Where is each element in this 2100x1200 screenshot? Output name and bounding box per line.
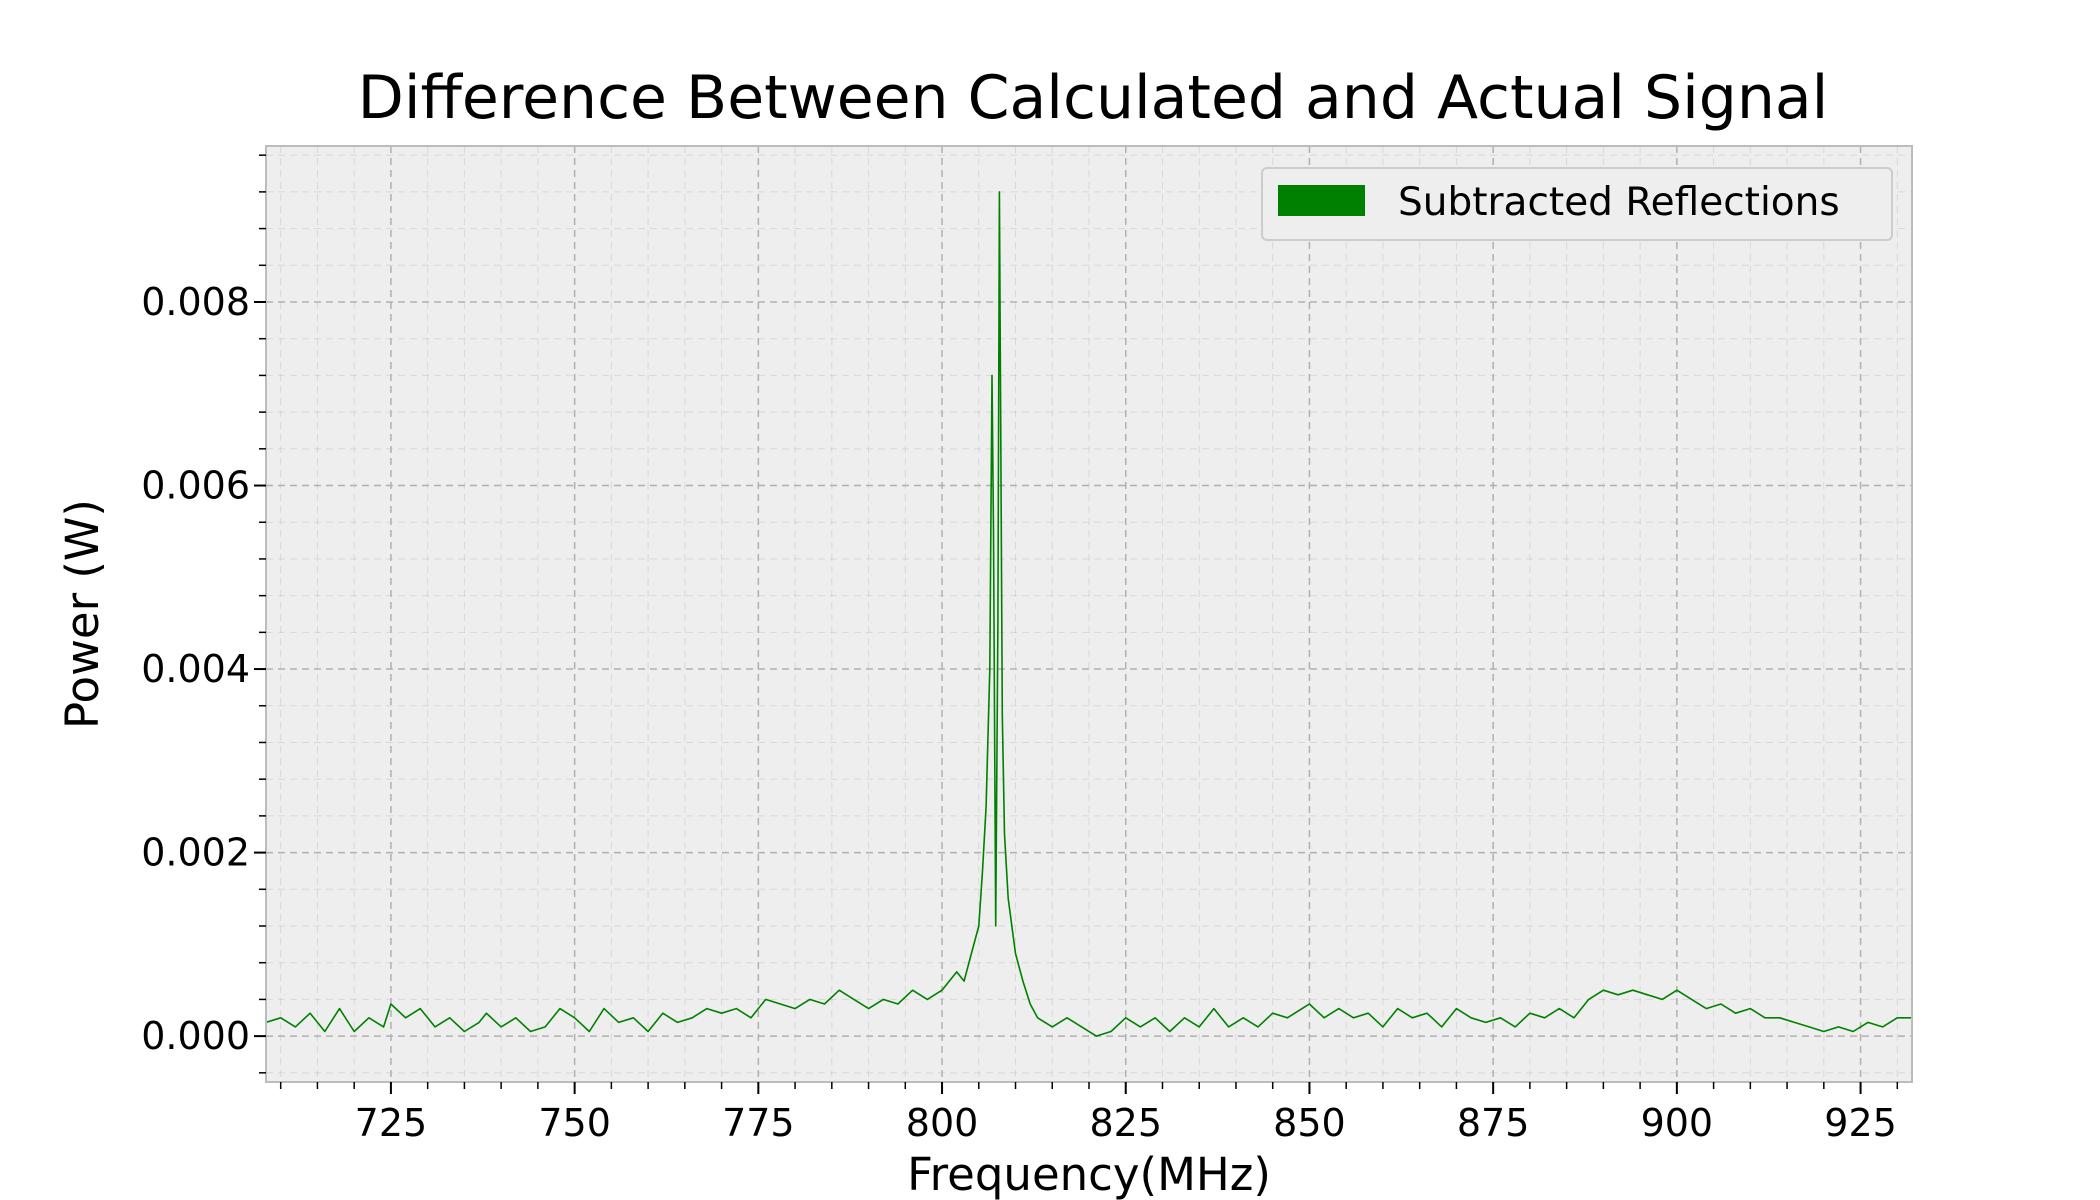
x-tick-label: 925 xyxy=(1824,1101,1897,1145)
series-layer xyxy=(266,191,1912,1037)
series-line xyxy=(266,191,1912,1037)
legend-swatch xyxy=(1278,185,1365,216)
legend-label: Subtracted Reflections xyxy=(1398,180,1840,225)
y-tick-label: 0.000 xyxy=(141,1014,250,1058)
y-tick-labels: 0.000 0.002 0.004 0.006 0.008 xyxy=(141,280,250,1058)
x-tick-label: 750 xyxy=(538,1101,611,1145)
y-tick-label: 0.002 xyxy=(141,831,250,875)
legend-box xyxy=(1261,167,1893,241)
x-tick-label: 850 xyxy=(1273,1101,1346,1145)
axis-ticks xyxy=(254,154,1899,1094)
major-grid xyxy=(266,146,1912,1082)
x-tick-label: 800 xyxy=(906,1101,979,1145)
y-tick-label: 0.006 xyxy=(141,464,250,508)
x-tick-label: 825 xyxy=(1089,1101,1162,1145)
x-axis-label: Frequency(MHz) xyxy=(907,1148,1271,1200)
y-axis-label: Power (W) xyxy=(56,499,109,729)
x-tick-labels: 725 750 775 800 825 850 875 900 925 xyxy=(355,1101,1897,1145)
chart-title: Difference Between Calculated and Actual… xyxy=(358,63,1829,133)
y-tick-label: 0.004 xyxy=(141,647,250,691)
x-tick-label: 900 xyxy=(1641,1101,1714,1145)
y-tick-label: 0.008 xyxy=(141,280,250,324)
x-tick-label: 875 xyxy=(1457,1101,1530,1145)
x-tick-label: 725 xyxy=(355,1101,428,1145)
x-tick-label: 775 xyxy=(722,1101,795,1145)
legend: Subtracted Reflections xyxy=(1261,167,1893,241)
